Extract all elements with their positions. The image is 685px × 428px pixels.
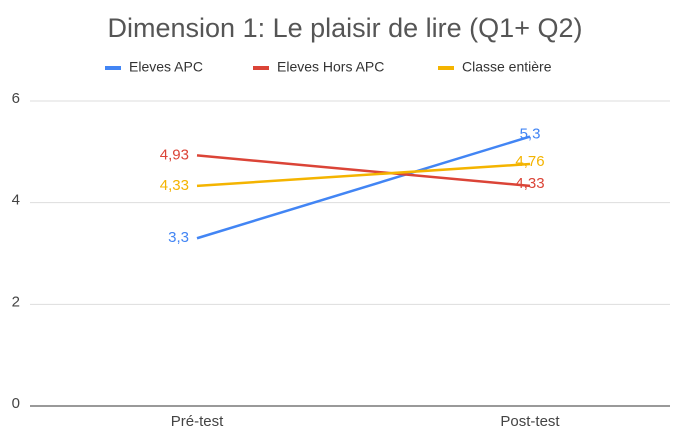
legend-swatch — [105, 66, 121, 70]
y-tick-label: 2 — [12, 293, 20, 310]
x-tick-label: Pré-test — [171, 413, 224, 428]
legend-swatch — [438, 66, 454, 70]
y-tick-label: 0 — [12, 395, 20, 412]
data-label: 5,3 — [520, 126, 541, 143]
data-label: 4,33 — [515, 175, 544, 192]
legend-label: Classe entière — [462, 59, 552, 75]
chart-title: Dimension 1: Le plaisir de lire (Q1+ Q2) — [108, 13, 583, 43]
series-line — [196, 162, 531, 188]
data-label: 4,76 — [515, 153, 544, 170]
y-tick-label: 6 — [12, 90, 20, 107]
legend-swatch — [253, 66, 269, 70]
legend-label: Eleves APC — [129, 59, 203, 75]
data-label: 3,3 — [168, 229, 189, 246]
series-line — [196, 135, 531, 240]
y-tick-label: 4 — [12, 192, 20, 209]
data-label: 4,33 — [160, 177, 189, 194]
series-line — [196, 154, 531, 188]
legend-label: Eleves Hors APC — [277, 59, 384, 75]
data-label: 4,93 — [160, 146, 189, 163]
x-tick-label: Post-test — [500, 413, 560, 428]
